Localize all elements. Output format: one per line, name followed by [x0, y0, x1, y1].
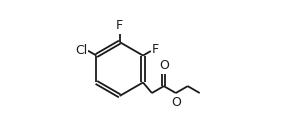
- Text: F: F: [116, 19, 123, 32]
- Text: Cl: Cl: [75, 44, 87, 57]
- Text: O: O: [159, 59, 169, 72]
- Text: F: F: [152, 43, 159, 56]
- Text: O: O: [172, 95, 181, 108]
